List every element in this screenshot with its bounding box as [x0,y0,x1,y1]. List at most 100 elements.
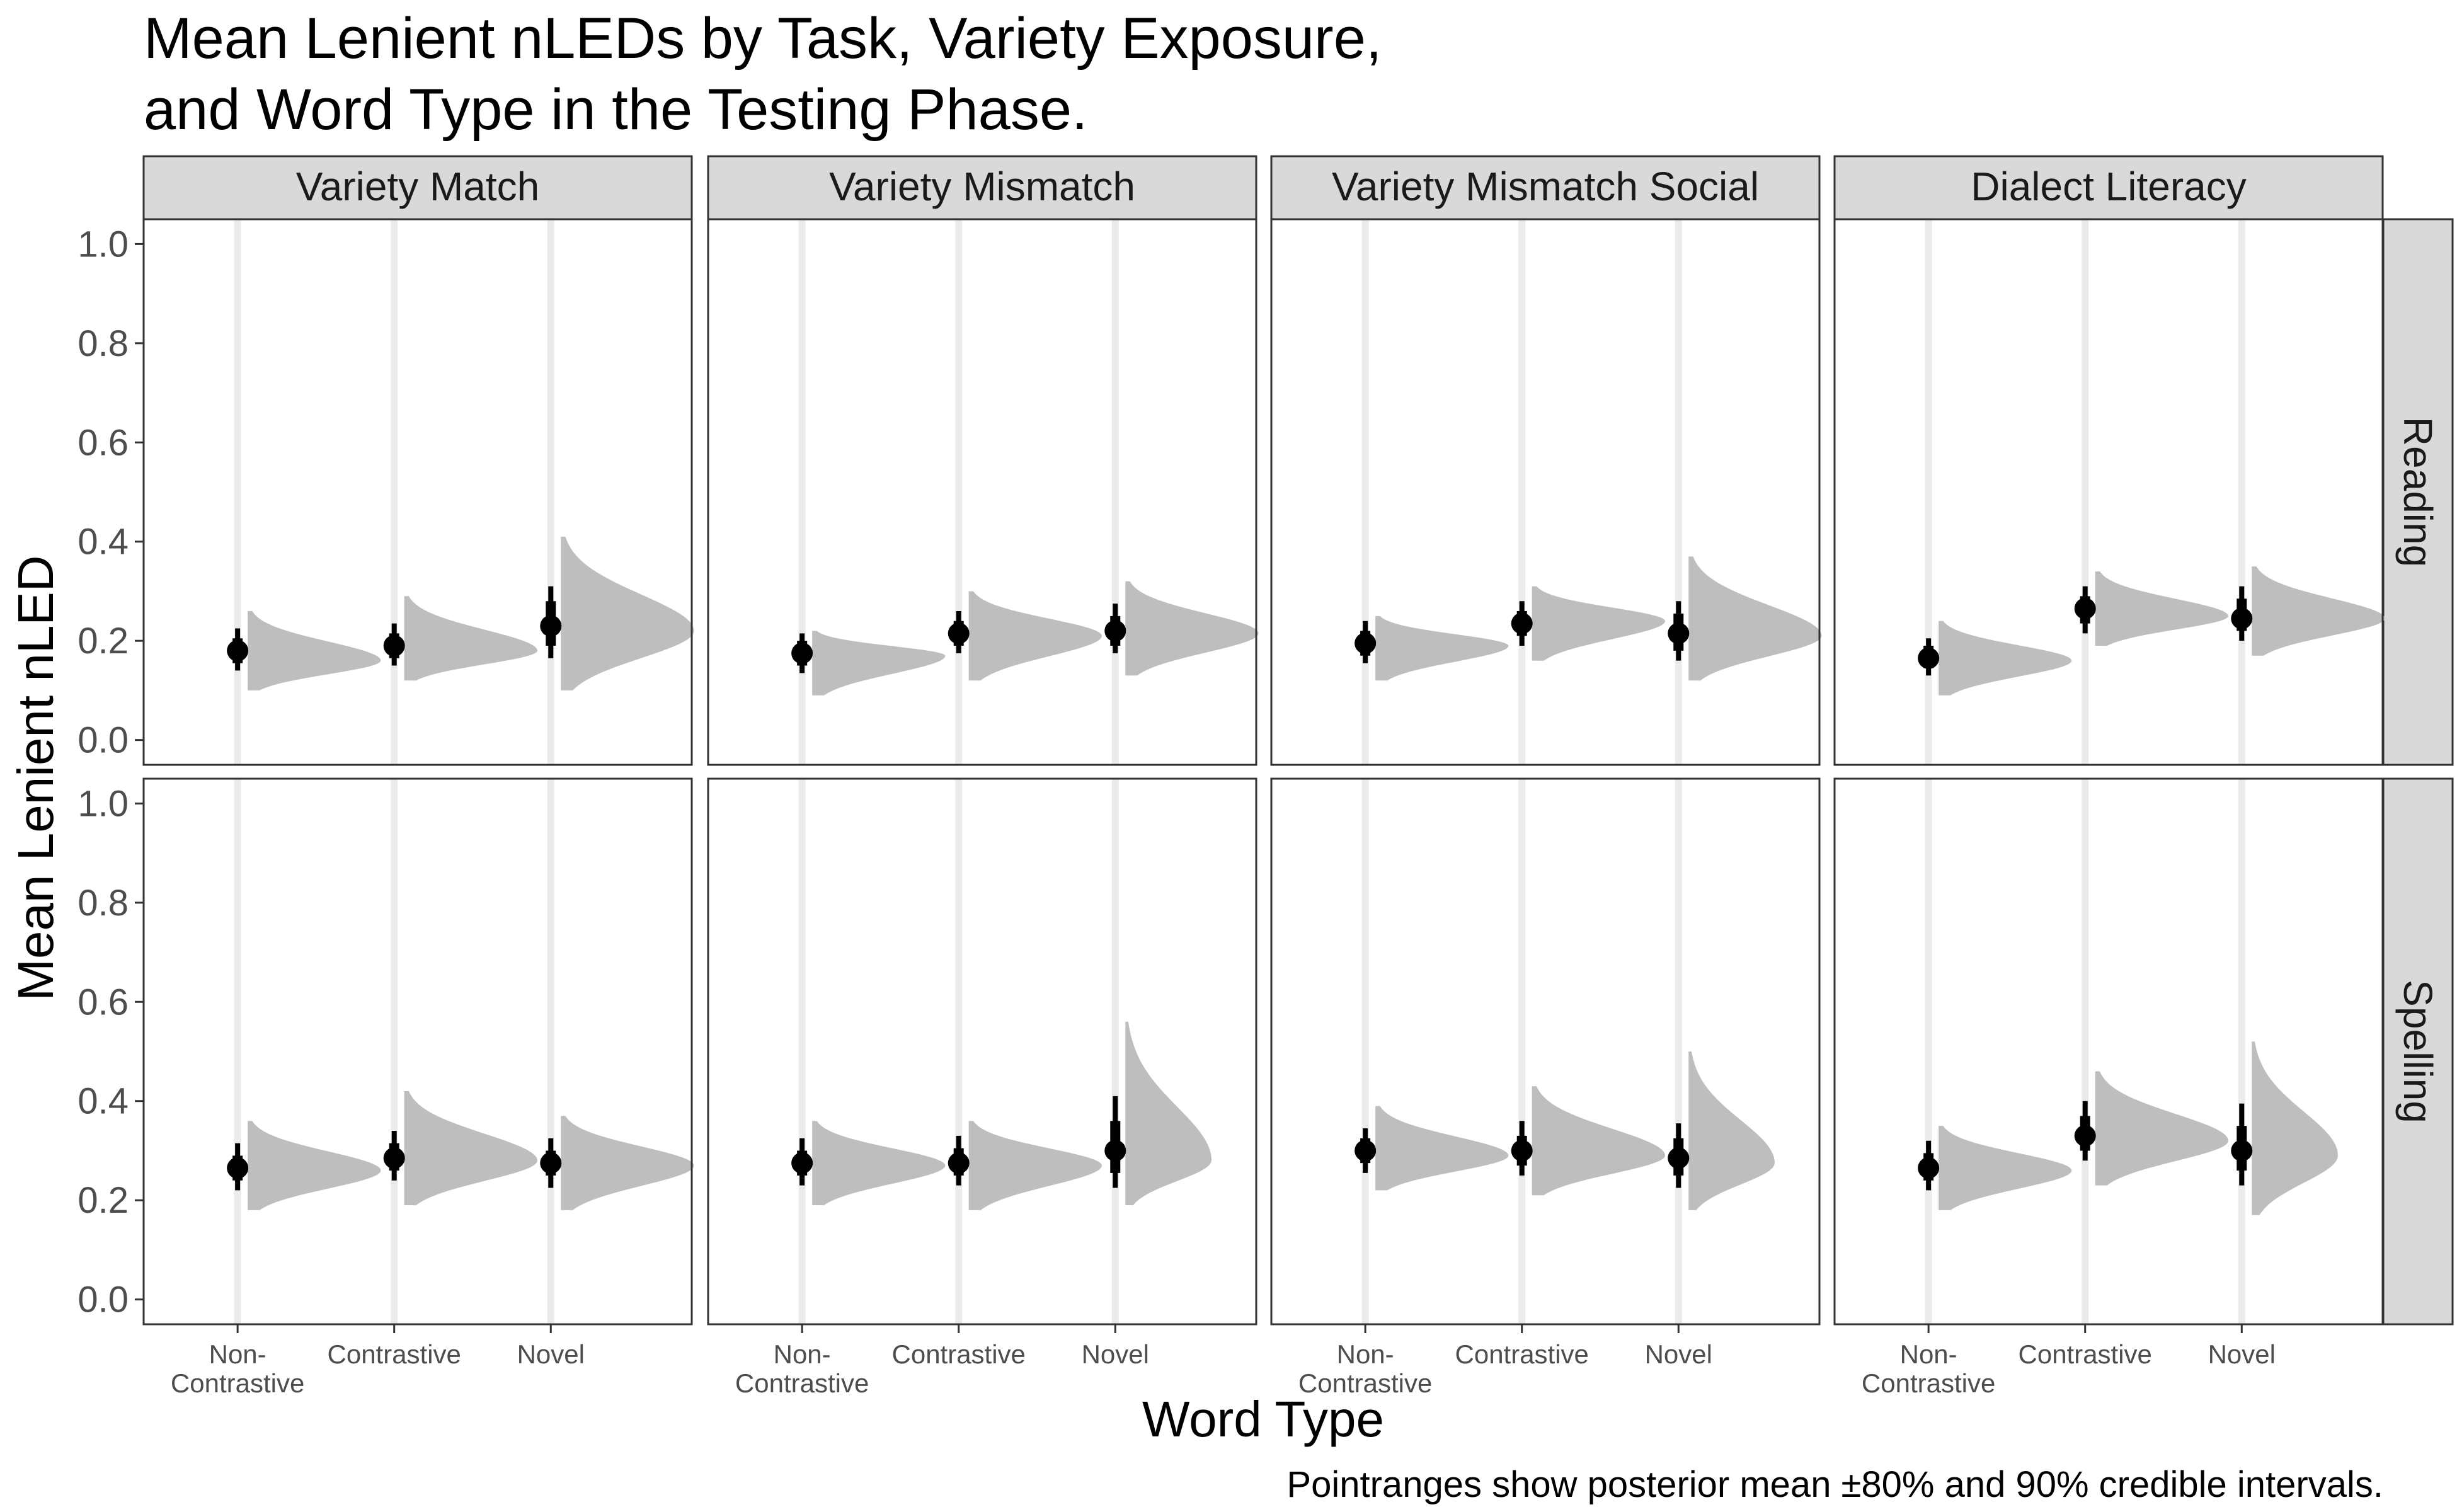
mean-point [2231,607,2253,629]
strip-label: Variety Mismatch [829,164,1135,209]
y-tick-label: 0.0 [77,720,129,761]
posterior-distribution [1939,1126,2072,1210]
x-tick-label: Contrastive [2019,1339,2152,1369]
mean-point [1104,620,1126,642]
chart-title-line-1: Mean Lenient nLEDs by Task, Variety Expo… [144,6,1382,71]
y-tick-label: 0.8 [77,323,129,364]
panel-spelling-variety-mismatch [707,777,1257,1326]
posterior-distribution [2252,566,2385,656]
strip-label: Reading [2395,417,2441,567]
posterior-distribution [812,1121,946,1206]
y-tick-label: 0.6 [77,422,129,463]
panel-border [1270,218,1821,766]
mean-point [1918,1157,1940,1179]
mean-point [1354,633,1377,655]
mean-point [1668,622,1690,644]
chart-title-line-2: and Word Type in the Testing Phase. [144,77,1088,142]
mean-point [383,1147,405,1169]
strip-label: Variety Mismatch Social [1332,164,1759,209]
panel-reading-variety-mismatch [707,218,1259,766]
panel-background [708,219,1256,765]
x-tick-label: Non- [1900,1339,1957,1369]
mean-point [1668,1147,1690,1169]
posterior-distribution [2252,1041,2338,1215]
strip-variety-match: Variety Match [142,155,693,220]
y-tick-label: 0.6 [77,982,129,1022]
mean-point [2231,1140,2253,1162]
mean-point [1511,612,1533,634]
strip-label: Spelling [2395,980,2441,1123]
x-tick-label: Non- [1337,1339,1394,1369]
panel-spelling-variety-mismatch-social [1270,777,1821,1326]
mean-point [227,1157,249,1179]
posterior-distribution [1532,1086,1665,1196]
posterior-distribution [1125,1021,1211,1206]
mean-point [2074,1125,2096,1147]
posterior-distribution [404,1091,537,1206]
posterior-distribution [1375,1106,1509,1191]
strip-bg [2382,777,2454,1326]
x-tick-label: Contrastive [328,1339,461,1369]
x-tick-label: Contrastive [1862,1368,1995,1398]
strip-label: Dialect Literacy [1971,164,2247,209]
posterior-distribution [1375,616,1509,681]
panel-border [707,218,1257,766]
x-tick-label: Non- [774,1339,831,1369]
x-tick-label: Novel [1082,1339,1149,1369]
panel-border [142,218,693,766]
posterior-distribution [1125,581,1259,676]
posterior-distribution [561,1116,694,1210]
y-axis-title: Mean Lenient nLED [8,555,64,1000]
panel-background [708,779,1256,1324]
panel-background [144,779,692,1324]
x-tick-label: Contrastive [892,1339,1026,1369]
y-tick-label: 0.0 [77,1280,129,1320]
posterior-distribution [968,591,1102,681]
x-tick-label: Contrastive [1455,1339,1589,1369]
x-tick-label: Contrastive [1298,1368,1432,1398]
panel-background [1835,779,2383,1324]
mean-point [1104,1140,1126,1162]
y-tick-label: 1.0 [77,783,129,824]
mean-point [1918,647,1940,669]
mean-point [948,622,970,644]
x-axis-title: Word Type [1142,1391,1384,1447]
strip-variety-mismatch-social: Variety Mismatch Social [1270,155,1821,220]
posterior-distribution [561,536,694,690]
posterior-distribution [1688,556,1822,681]
posterior-distribution [1939,621,2072,696]
y-tick-label: 0.8 [77,883,129,924]
strip-variety-mismatch: Variety Mismatch [707,155,1257,220]
posterior-distribution [1532,586,1665,661]
panel-spelling-variety-match [142,777,694,1326]
strip-bg [1833,155,2384,220]
panel-reading-dialect-literacy [1833,218,2385,766]
panel-background [144,219,692,765]
y-tick-label: 1.0 [77,224,129,265]
strip-spelling: Spelling [2382,777,2454,1326]
chart-caption: Pointranges show posterior mean ±80% and… [1286,1464,2383,1505]
panel-border [1833,777,2384,1326]
mean-point [1354,1140,1377,1162]
posterior-distribution [2095,571,2228,646]
mean-point [2074,598,2096,620]
posterior-distribution [1688,1051,1775,1210]
x-tick-label: Novel [517,1339,585,1369]
panel-background [1271,219,1819,765]
panel-background [1835,219,2383,765]
mean-point [791,1152,813,1174]
strip-reading: Reading [2382,218,2454,766]
panel-reading-variety-mismatch-social [1270,218,1822,766]
strip-label: Variety Match [296,164,540,209]
strip-bg [142,155,693,220]
posterior-distribution [248,610,381,690]
y-tick-label: 0.2 [77,1180,129,1221]
mean-point [540,1152,562,1174]
mean-point [948,1152,970,1174]
strip-bg [707,155,1257,220]
mean-point [540,615,562,637]
mean-point [1511,1140,1533,1162]
y-tick-label: 0.4 [77,522,129,563]
posterior-distribution [248,1121,381,1210]
